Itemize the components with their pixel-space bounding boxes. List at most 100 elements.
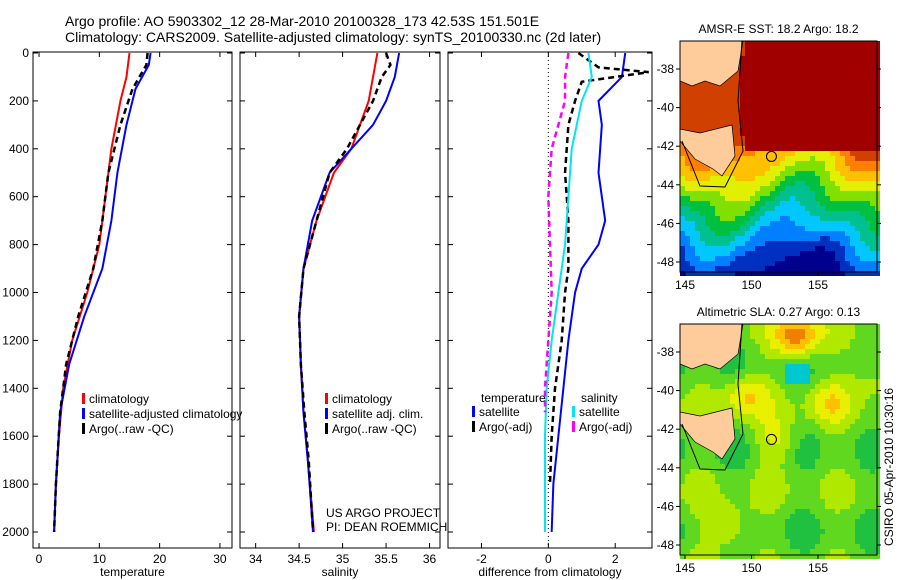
map-cell [720, 96, 725, 101]
map-cell [860, 384, 865, 389]
map-cell [840, 344, 845, 349]
map-cell [865, 544, 870, 549]
map-cell [865, 201, 870, 206]
map-cell [765, 374, 770, 379]
map-cell [830, 544, 835, 549]
land-tasmania [679, 124, 736, 177]
map-cell [705, 539, 710, 544]
map-cell [680, 384, 685, 389]
map-cell [795, 414, 800, 419]
map-cell [750, 196, 755, 201]
map-cell [865, 236, 870, 241]
map-cell [715, 524, 720, 529]
map-cell [755, 329, 760, 334]
map-cell [840, 91, 845, 96]
map-cell [745, 231, 750, 236]
map-cell [740, 539, 745, 544]
map-cell [760, 419, 765, 424]
map-cell [830, 504, 835, 509]
map-cell [765, 101, 770, 106]
map-cell [785, 146, 790, 151]
map-cell [770, 514, 775, 519]
map-cell [820, 459, 825, 464]
map-cell [860, 474, 865, 479]
map-cell [795, 399, 800, 404]
map-cell [800, 509, 805, 514]
map-cell [745, 524, 750, 529]
map-cell [730, 226, 735, 231]
map-cell [715, 494, 720, 499]
map-cell [840, 251, 845, 256]
map-cell [825, 126, 830, 131]
map-cell [695, 539, 700, 544]
map-cell [750, 91, 755, 96]
map-cell [690, 91, 695, 96]
map-cell [760, 429, 765, 434]
map-cell [755, 156, 760, 161]
map-cell [785, 439, 790, 444]
map-cell [710, 221, 715, 226]
map-cell [865, 444, 870, 449]
map-cell [755, 539, 760, 544]
map-cell [730, 539, 735, 544]
map-cell [685, 509, 690, 514]
map-cell [815, 221, 820, 226]
map-cell [725, 206, 730, 211]
map-cell [775, 76, 780, 81]
map-cell [825, 424, 830, 429]
map-cell [825, 246, 830, 251]
map-cell [695, 474, 700, 479]
map-cell [865, 246, 870, 251]
map-cell [740, 349, 745, 354]
map-cell [690, 379, 695, 384]
map-cell [750, 56, 755, 61]
map-cell [780, 454, 785, 459]
map-cell [800, 514, 805, 519]
map-cell [815, 151, 820, 156]
map-cell [795, 529, 800, 534]
map-cell [685, 241, 690, 246]
map-cell [870, 364, 875, 369]
map-cell [790, 216, 795, 221]
map-cell [840, 81, 845, 86]
map-cell [835, 161, 840, 166]
map-cell [740, 201, 745, 206]
map-cell [840, 186, 845, 191]
map-cell [725, 241, 730, 246]
map-cell [780, 349, 785, 354]
map-cell [850, 246, 855, 251]
map-cell [685, 121, 690, 126]
map-cell [810, 236, 815, 241]
map-cell [830, 519, 835, 524]
map-cell [745, 389, 750, 394]
map-cell [815, 96, 820, 101]
map-cell [735, 374, 740, 379]
map-cell [780, 216, 785, 221]
map-cell [840, 166, 845, 171]
map-cell [850, 51, 855, 56]
map-cell [725, 524, 730, 529]
map-cell [745, 201, 750, 206]
map-cell [765, 534, 770, 539]
map-cell [765, 221, 770, 226]
map-cell [710, 96, 715, 101]
map-cell [725, 389, 730, 394]
map-cell [805, 196, 810, 201]
map-cell [830, 454, 835, 459]
map-cell [690, 454, 695, 459]
map-cell [745, 66, 750, 71]
map-cell [825, 261, 830, 266]
map-cell [870, 226, 875, 231]
map-cell [760, 196, 765, 201]
map-cell [735, 519, 740, 524]
map-cell [850, 429, 855, 434]
map-cell [780, 479, 785, 484]
map-cell [720, 206, 725, 211]
map-cell [765, 91, 770, 96]
map-cell [770, 226, 775, 231]
map-cell [845, 261, 850, 266]
map-cell [870, 131, 875, 136]
map-cell [705, 221, 710, 226]
map-cell [740, 354, 745, 359]
map-cell [755, 439, 760, 444]
